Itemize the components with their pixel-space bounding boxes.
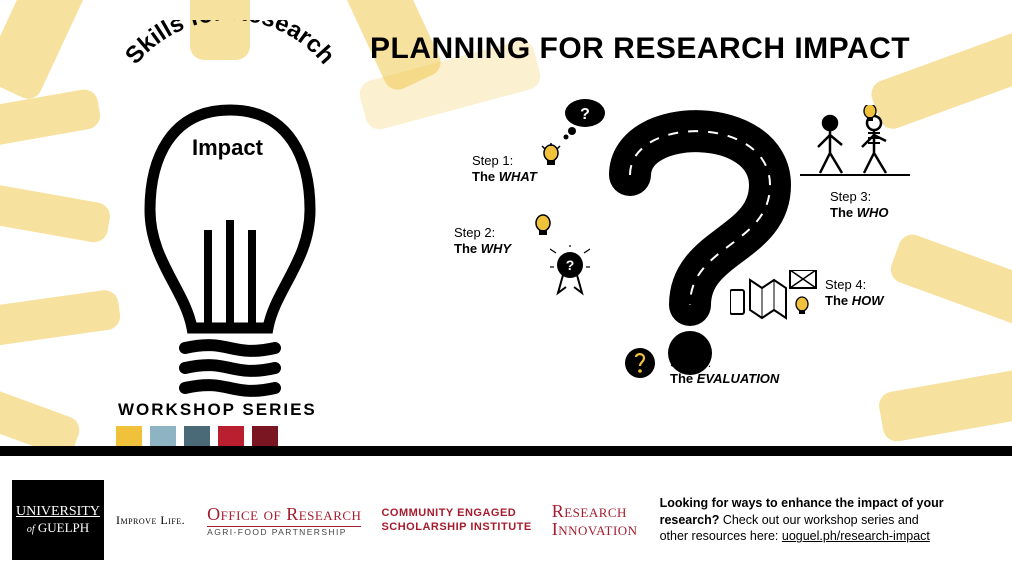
step-4: Step 4: The HOW [825,277,884,308]
question-mark-road-icon [580,95,820,385]
improve-life-tagline: Improve Life. [116,513,185,528]
workshop-series-label: WORKSHOP SERIES [118,400,317,420]
people-walking-icon: ? [800,105,910,185]
footer-cta-text: Looking for ways to enhance the impact o… [660,495,950,546]
step-5: Step 5: The EVALUATION [670,355,779,386]
thought-bubble-icon: ? [560,95,610,140]
ribbon-icon: ? [550,245,590,305]
svg-text:Skills for Research: Skills for Research [120,20,340,69]
small-bulb-icon [532,213,554,241]
svg-text:?: ? [580,106,590,123]
resources-link[interactable]: uoguel.ph/research-impact [782,529,930,543]
step-1: Step 1: The WHAT [472,153,537,184]
map-devices-icon [730,270,820,330]
ray-decoration [0,176,112,245]
office-of-research-logo: Office of Research AGRI-FOOD PARTNERSHIP [207,504,361,537]
research-innovation-logo: Research Innovation [552,502,638,538]
svg-text:?: ? [566,257,575,273]
question-mark-diagram: ? Step 1: The WHAT ? Step 2: The WHY ? [430,95,970,405]
cesi-logo: COMMUNITY ENGAGED SCHOLARSHIP INSTITUTE [381,506,531,535]
step-2: Step 2: The WHY [454,225,511,256]
evaluation-dot-icon [622,345,658,381]
university-logo: UNIVERSITY of GUELPH [12,480,104,560]
ray-decoration [0,288,122,351]
step-3: Step 3: The WHO [830,189,889,220]
page-title: PLANNING FOR RESEARCH IMPACT [370,32,910,66]
svg-text:?: ? [827,119,833,129]
footer: UNIVERSITY of GUELPH Improve Life. Offic… [0,470,1012,570]
lightbulb-icon [130,80,330,400]
small-bulb-icon [540,143,562,171]
divider-bar [0,446,1012,456]
ray-decoration [0,87,102,152]
